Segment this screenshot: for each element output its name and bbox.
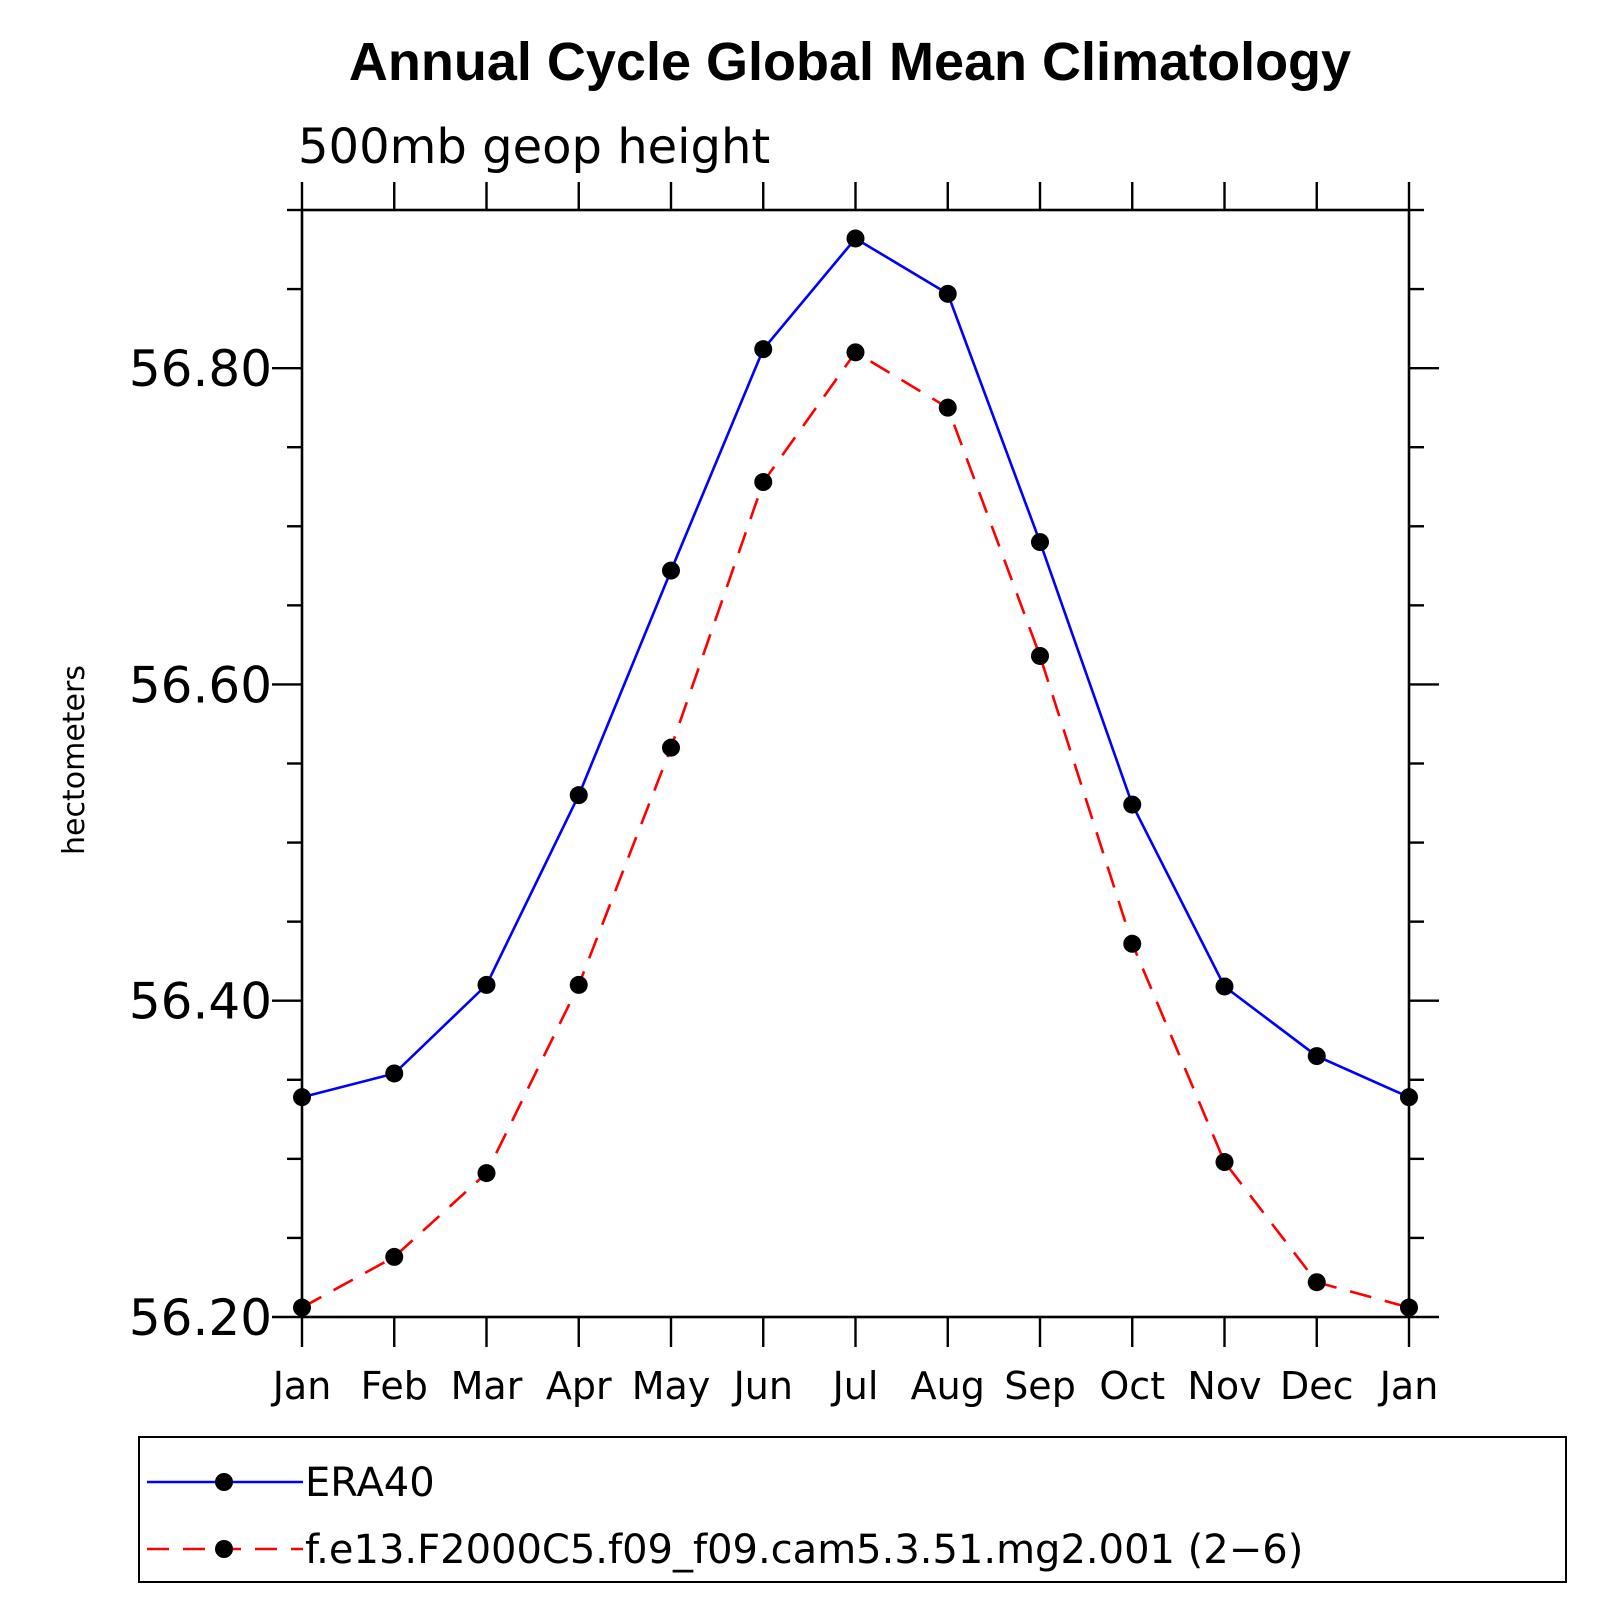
x-tick-label: Jan [1378,1364,1439,1408]
chart-title: Annual Cycle Global Mean Climatology [349,32,1351,92]
x-tick-label: Jul [831,1364,879,1408]
y-tick-label: 56.60 [129,656,272,714]
series-0-point [846,229,865,248]
series-1-point [1123,934,1142,953]
y-axis-label: hectometers [57,665,92,855]
series-0-point [662,561,680,580]
series-0-point [477,975,496,994]
series-1-point [1215,1153,1234,1172]
x-tick-label: Jun [732,1364,793,1408]
series-1-point [938,398,957,417]
series-1-point [1400,1298,1418,1317]
series-0-point [1400,1088,1418,1107]
x-tick-label: Oct [1099,1364,1165,1408]
series-1-point [569,975,588,994]
x-tick-label: Apr [546,1364,612,1408]
legend-marker-era40 [215,1473,233,1491]
plot-frame [300,208,1411,1319]
series-0-point [1307,1047,1326,1066]
series-0-point [293,1088,311,1107]
series-1-point [754,473,773,492]
legend-marker-cam5 [215,1540,233,1558]
x-tick-label: Jan [271,1364,332,1408]
x-tick-label: Sep [1004,1364,1076,1408]
series-1-point [385,1247,404,1266]
y-tick-label: 56.20 [129,1289,272,1347]
x-tick-label: Nov [1187,1364,1261,1408]
series-0-point [938,284,957,303]
series-0-point [569,786,588,805]
y-tick-label: 56.80 [129,340,272,398]
x-tick-label: Aug [911,1364,985,1408]
series-1-point [293,1298,311,1317]
series-0-point [754,340,773,359]
x-tick-label: Mar [451,1364,523,1408]
chart-subtitle: 500mb geop height [298,119,770,175]
axes: 56.20 56.40 56.60 56.80 Jan Feb Mar Apr May Jun Ju… [129,182,1439,1408]
x-tick-label: Dec [1280,1364,1354,1408]
series-1-point [1031,646,1049,665]
series-line-0 [301,236,1410,1099]
series-1-point [477,1164,496,1183]
series-0-point [1031,533,1049,552]
series-line-1 [301,350,1410,1309]
legend-label-era40: ERA40 [305,1460,435,1506]
x-tick-label: May [632,1364,711,1408]
series-1-point [1307,1273,1326,1292]
series-0-point [1215,977,1234,996]
legend-box [138,1436,1567,1583]
series-layer [293,229,1418,1317]
legend: ERA40 f.e13.F2000C5.f09_f09.cam5.3.51.mg… [138,1436,1567,1583]
series-0-point [1123,795,1142,814]
x-tick-label: Feb [361,1364,428,1408]
series-1-point [846,343,865,362]
legend-label-cam5: f.e13.F2000C5.f09_f09.cam5.3.51.mg2.001 … [305,1527,1303,1573]
y-tick-label: 56.40 [129,973,272,1031]
series-0-point [385,1064,404,1083]
series-1-point [662,738,680,757]
